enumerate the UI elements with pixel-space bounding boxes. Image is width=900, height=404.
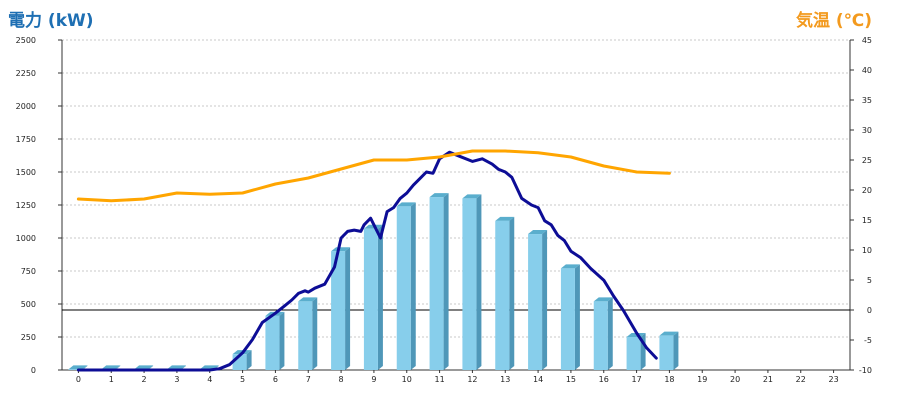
bar (659, 335, 674, 370)
bar (331, 251, 346, 370)
x-tick-label: 20 (730, 375, 740, 384)
bar-top (331, 247, 351, 252)
y-right-tick-label: 30 (862, 126, 872, 135)
bar (298, 301, 313, 370)
y-right-tick-label: 0 (867, 306, 872, 315)
x-tick-label: 23 (828, 375, 838, 384)
bar (429, 197, 444, 370)
x-tick-label: 12 (467, 375, 477, 384)
y-left-tick-label: 750 (21, 267, 36, 276)
bar-side (312, 297, 318, 370)
bar-side (542, 230, 548, 370)
bar-top (593, 297, 613, 302)
x-tick-label: 11 (434, 375, 444, 384)
x-tick-label: 2 (142, 375, 147, 384)
y-right-tick-label: 45 (862, 36, 872, 45)
x-tick-label: 22 (796, 375, 806, 384)
bar (68, 369, 83, 370)
x-tick-label: 21 (763, 375, 773, 384)
y-right-tick-label: 10 (862, 246, 872, 255)
x-tick-label: 10 (402, 375, 412, 384)
bar-side (673, 331, 679, 370)
x-tick-label: 13 (500, 375, 510, 384)
y-left-tick-label: 1000 (16, 234, 36, 243)
x-tick-label: 17 (631, 375, 641, 384)
bar-top (68, 365, 88, 370)
y-right-tick-label: 35 (862, 96, 872, 105)
bar-top (166, 365, 186, 370)
x-tick-label: 15 (566, 375, 576, 384)
bar-top (396, 202, 416, 207)
y-left-tick-label: 0 (31, 366, 36, 375)
bar-top (101, 365, 121, 370)
y-left-tick-label: 2500 (16, 36, 36, 45)
bar-top (462, 194, 482, 199)
bar (462, 198, 477, 370)
bar-side (377, 224, 383, 370)
y-right-tick-label: 25 (862, 156, 872, 165)
bar (560, 268, 575, 370)
bar-top (495, 216, 515, 221)
bar (396, 206, 411, 370)
left-axis-title: 電力 (kW) (8, 11, 94, 31)
y-left-tick-label: 2250 (16, 69, 36, 78)
bar-side (574, 264, 580, 370)
bar-side (345, 247, 351, 370)
y-right-tick-label: -10 (859, 366, 872, 375)
x-tick-label: 4 (207, 375, 212, 384)
bar (528, 234, 543, 370)
bar (593, 301, 608, 370)
bar (265, 315, 280, 370)
bar-top (298, 297, 318, 302)
x-tick-label: 19 (697, 375, 707, 384)
x-tick-label: 18 (664, 375, 674, 384)
bar-side (509, 216, 515, 370)
bar-top (626, 333, 646, 337)
bar-top (560, 264, 580, 269)
bar-side (476, 194, 482, 370)
bar (626, 337, 641, 370)
bar-top (528, 230, 548, 235)
x-tick-label: 6 (273, 375, 278, 384)
bar (495, 220, 510, 370)
right-axis-title: 気温 (℃) (795, 11, 872, 31)
y-right-tick-label: 40 (862, 66, 872, 75)
power-line (76, 150, 658, 372)
y-left-tick-label: 500 (21, 300, 36, 309)
bar-side (410, 202, 416, 370)
bar-top (134, 365, 154, 370)
y-left-tick-label: 250 (21, 333, 36, 342)
y-left-tick-label: 1250 (16, 201, 36, 210)
y-right-tick-label: 20 (862, 186, 872, 195)
x-tick-label: 7 (306, 375, 311, 384)
x-tick-label: 0 (76, 375, 81, 384)
x-tick-label: 3 (174, 375, 179, 384)
x-tick-label: 1 (109, 375, 114, 384)
y-right-tick-label: 15 (862, 216, 872, 225)
bar-top (659, 331, 679, 336)
y-right-tick-label: 5 (867, 276, 872, 285)
x-tick-label: 8 (339, 375, 344, 384)
y-left-tick-label: 2000 (16, 102, 36, 111)
x-tick-label: 16 (599, 375, 609, 384)
bar-side (279, 311, 285, 370)
bar-top (429, 193, 449, 198)
bar-side (607, 297, 613, 370)
y-right-tick-label: -5 (864, 336, 872, 345)
x-tick-label: 14 (533, 375, 543, 384)
y-left-tick-label: 1500 (16, 168, 36, 177)
bar-side (246, 350, 252, 370)
bar-side (443, 193, 449, 370)
x-tick-label: 5 (240, 375, 245, 384)
bar (363, 228, 378, 370)
temperature-line (76, 149, 671, 203)
x-tick-label: 9 (371, 375, 376, 384)
y-left-tick-label: 1750 (16, 135, 36, 144)
